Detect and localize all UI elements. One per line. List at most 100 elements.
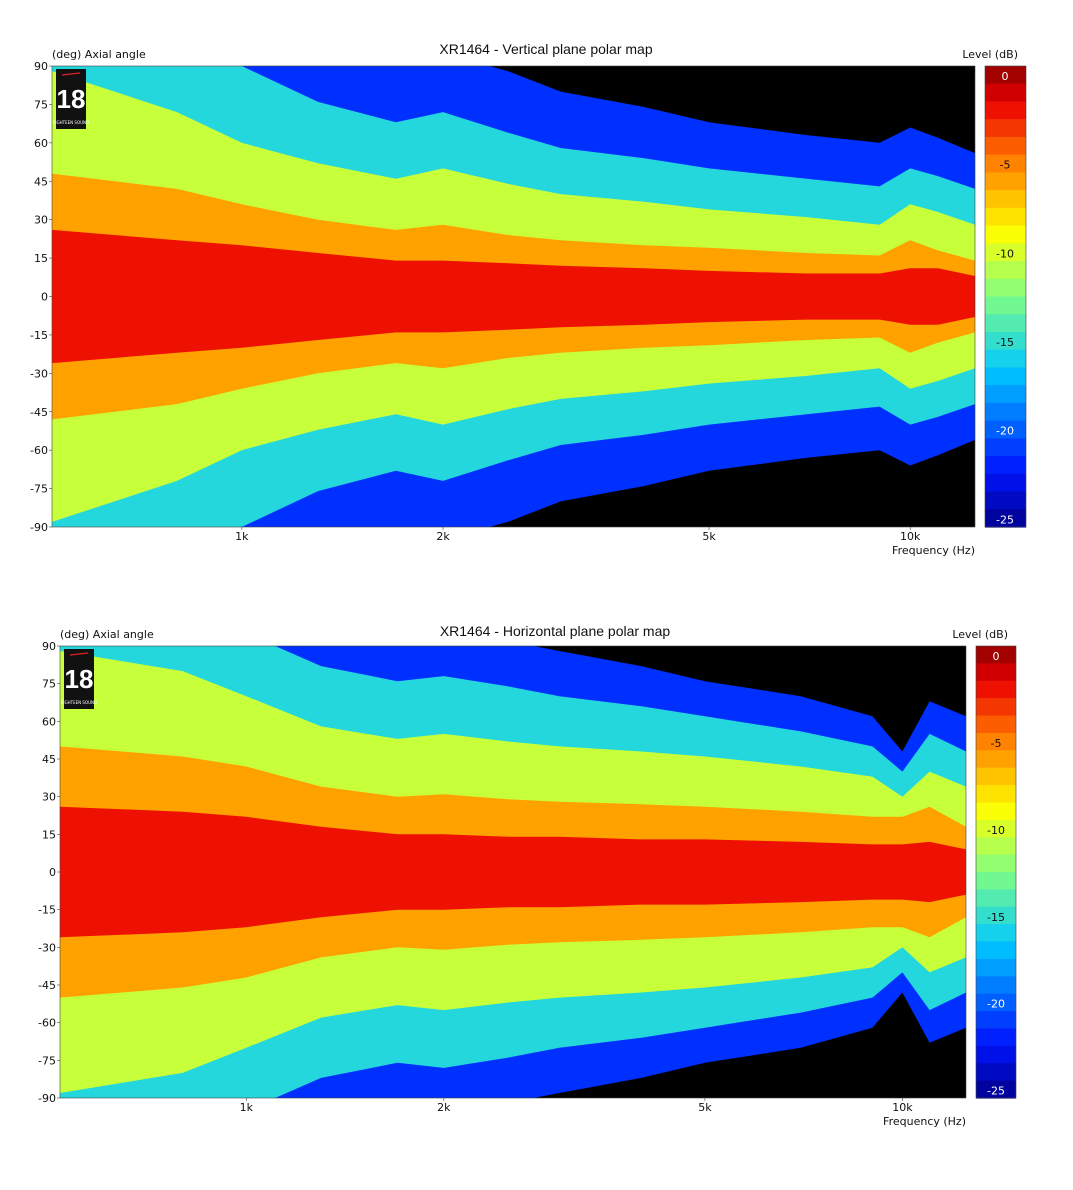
horizontal-colorbar-tick-label: -20 bbox=[987, 998, 1005, 1011]
vertical-colorbar-label: Level (dB) bbox=[962, 48, 1018, 61]
horizontal-y-tick-label: 90 bbox=[42, 640, 56, 653]
horizontal-x-axis-label: Frequency (Hz) bbox=[883, 1115, 966, 1128]
vertical-colorbar-step bbox=[985, 438, 1026, 457]
vertical-colorbar-step bbox=[985, 225, 1026, 244]
horizontal-brand-logo: 18 EIGHTEEN SOUND bbox=[61, 649, 97, 709]
vertical-y-tick-label: 45 bbox=[34, 175, 48, 188]
horizontal-y-tick-label: -30 bbox=[38, 941, 56, 954]
horizontal-colorbar-tick-label: -5 bbox=[991, 737, 1002, 750]
vertical-y-tick-label: 90 bbox=[34, 60, 48, 73]
horizontal-colorbar-step bbox=[976, 924, 1016, 943]
horizontal-y-tick-label: -75 bbox=[38, 1054, 56, 1067]
vertical-colorbar-step bbox=[985, 509, 1026, 528]
vertical-colorbar-step bbox=[985, 83, 1026, 103]
horizontal-x-tick-label: 1k bbox=[240, 1101, 254, 1114]
vertical-colorbar-step bbox=[985, 367, 1026, 386]
horizontal-colorbar-step bbox=[976, 1063, 1016, 1082]
horizontal-y-tick-label: 45 bbox=[42, 753, 56, 766]
vertical-x-axis-label: Frequency (Hz) bbox=[892, 544, 975, 557]
horizontal-x-tick-label: 2k bbox=[437, 1101, 451, 1114]
horizontal-colorbar-step bbox=[976, 941, 1016, 960]
horizontal-colorbar-step bbox=[976, 767, 1016, 786]
vertical-x-tick-label: 5k bbox=[702, 530, 716, 543]
vertical-colorbar-step bbox=[985, 473, 1026, 493]
vertical-y-tick-label: -15 bbox=[30, 329, 48, 342]
vertical-y-tick-label: 75 bbox=[34, 98, 48, 111]
horizontal-colorbar-step bbox=[976, 958, 1016, 977]
vertical-colorbar-step bbox=[985, 101, 1026, 120]
horizontal-y-tick-label: -15 bbox=[38, 904, 56, 917]
vertical-colorbar-step bbox=[985, 207, 1026, 227]
vertical-x-tick-label: 10k bbox=[900, 530, 921, 543]
horizontal-colorbar-step bbox=[976, 993, 1016, 1012]
svg-text:18: 18 bbox=[65, 664, 94, 694]
horizontal-colorbar-step bbox=[976, 854, 1016, 873]
horizontal-colorbar-frame bbox=[975, 645, 1017, 1099]
horizontal-y-tick-label: -90 bbox=[38, 1092, 56, 1105]
horizontal-colorbar-step bbox=[976, 732, 1016, 751]
horizontal-colorbar-tick-label: -10 bbox=[987, 824, 1005, 837]
vertical-brand-logo: 18 EIGHTEEN SOUND bbox=[53, 69, 89, 129]
horizontal-colorbar-step bbox=[976, 663, 1016, 682]
vertical-colorbar-tick-label: 0 bbox=[1002, 70, 1009, 83]
vertical-colorbar-step bbox=[985, 119, 1026, 138]
horizontal-colorbar-step bbox=[976, 872, 1016, 890]
vertical-colorbar-step bbox=[985, 278, 1026, 298]
vertical-colorbar-step bbox=[985, 172, 1026, 191]
vertical-y-tick-label: -30 bbox=[30, 367, 48, 380]
vertical-colorbar-step bbox=[985, 136, 1026, 156]
vertical-y-tick-label: 30 bbox=[34, 214, 48, 227]
vertical-colorbar-step bbox=[985, 349, 1026, 369]
vertical-y-tick-label: -90 bbox=[30, 521, 48, 534]
vertical-y-tick-label: -75 bbox=[30, 483, 48, 496]
horizontal-colorbar-step bbox=[976, 646, 1016, 664]
horizontal-colorbar-step bbox=[976, 698, 1016, 717]
svg-text:EIGHTEEN SOUND: EIGHTEEN SOUND bbox=[61, 700, 97, 705]
horizontal-y-tick-label: 30 bbox=[42, 791, 56, 804]
vertical-colorbar-tick-label: -10 bbox=[996, 247, 1014, 260]
horizontal-colorbar-tick-label: -15 bbox=[987, 911, 1005, 924]
vertical-colorbar-step bbox=[985, 331, 1026, 351]
vertical-chart-title: XR1464 - Vertical plane polar map bbox=[439, 41, 652, 57]
vertical-x-tick-label: 1k bbox=[235, 530, 249, 543]
horizontal-y-tick-label: 0 bbox=[49, 866, 56, 879]
horizontal-y-tick-label: 75 bbox=[42, 678, 56, 691]
horizontal-colorbar-step bbox=[976, 1045, 1016, 1064]
horizontal-colorbar-tick-label: 0 bbox=[993, 650, 1000, 663]
horizontal-colorbar-step bbox=[976, 906, 1016, 925]
vertical-colorbar-tick-label: -15 bbox=[996, 336, 1014, 349]
vertical-colorbar-step bbox=[985, 190, 1026, 209]
horizontal-colorbar-step bbox=[976, 819, 1016, 838]
horizontal-x-tick-label: 10k bbox=[892, 1101, 913, 1114]
horizontal-y-tick-label: -45 bbox=[38, 979, 56, 992]
vertical-colorbar-tick-label: -25 bbox=[996, 513, 1014, 526]
vertical-polar-map-chart: XR1464 - Vertical plane polar map (deg) A… bbox=[30, 41, 1027, 557]
vertical-colorbar-step bbox=[985, 402, 1026, 422]
vertical-colorbar-step bbox=[985, 456, 1026, 475]
vertical-colorbar-step bbox=[985, 243, 1026, 262]
vertical-y-tick-label: 15 bbox=[34, 252, 48, 265]
horizontal-colorbar-step bbox=[976, 680, 1016, 699]
vertical-polar-map-panel: XR1464 - Vertical plane polar map (deg) A… bbox=[0, 0, 1073, 580]
horizontal-colorbar-step bbox=[976, 1080, 1016, 1099]
horizontal-colorbar-step bbox=[976, 785, 1016, 804]
vertical-contour-minus-3db bbox=[52, 229, 975, 364]
horizontal-x-tick-label: 5k bbox=[698, 1101, 712, 1114]
horizontal-colorbar-step bbox=[976, 1028, 1016, 1047]
vertical-y-axis-label: (deg) Axial angle bbox=[52, 48, 146, 61]
svg-text:EIGHTEEN SOUND: EIGHTEEN SOUND bbox=[53, 120, 89, 125]
vertical-x-tick-label: 2k bbox=[436, 530, 450, 543]
horizontal-polar-map-chart: XR1464 - Horizontal plane polar map (deg)… bbox=[38, 623, 1017, 1128]
horizontal-y-tick-label: 15 bbox=[42, 828, 56, 841]
vertical-y-tick-label: 60 bbox=[34, 137, 48, 150]
horizontal-colorbar-step bbox=[976, 750, 1016, 769]
vertical-colorbar-step bbox=[985, 420, 1026, 439]
horizontal-colorbar-label: Level (dB) bbox=[952, 628, 1008, 641]
vertical-colorbar-step bbox=[985, 314, 1026, 333]
horizontal-colorbar-step bbox=[976, 837, 1016, 856]
vertical-y-tick-label: -60 bbox=[30, 444, 48, 457]
horizontal-polar-map-panel: XR1464 - Horizontal plane polar map (deg)… bbox=[0, 580, 1073, 1140]
horizontal-contour-minus-3db bbox=[60, 806, 966, 938]
vertical-colorbar-step bbox=[985, 66, 1026, 85]
horizontal-colorbar-step bbox=[976, 715, 1016, 734]
